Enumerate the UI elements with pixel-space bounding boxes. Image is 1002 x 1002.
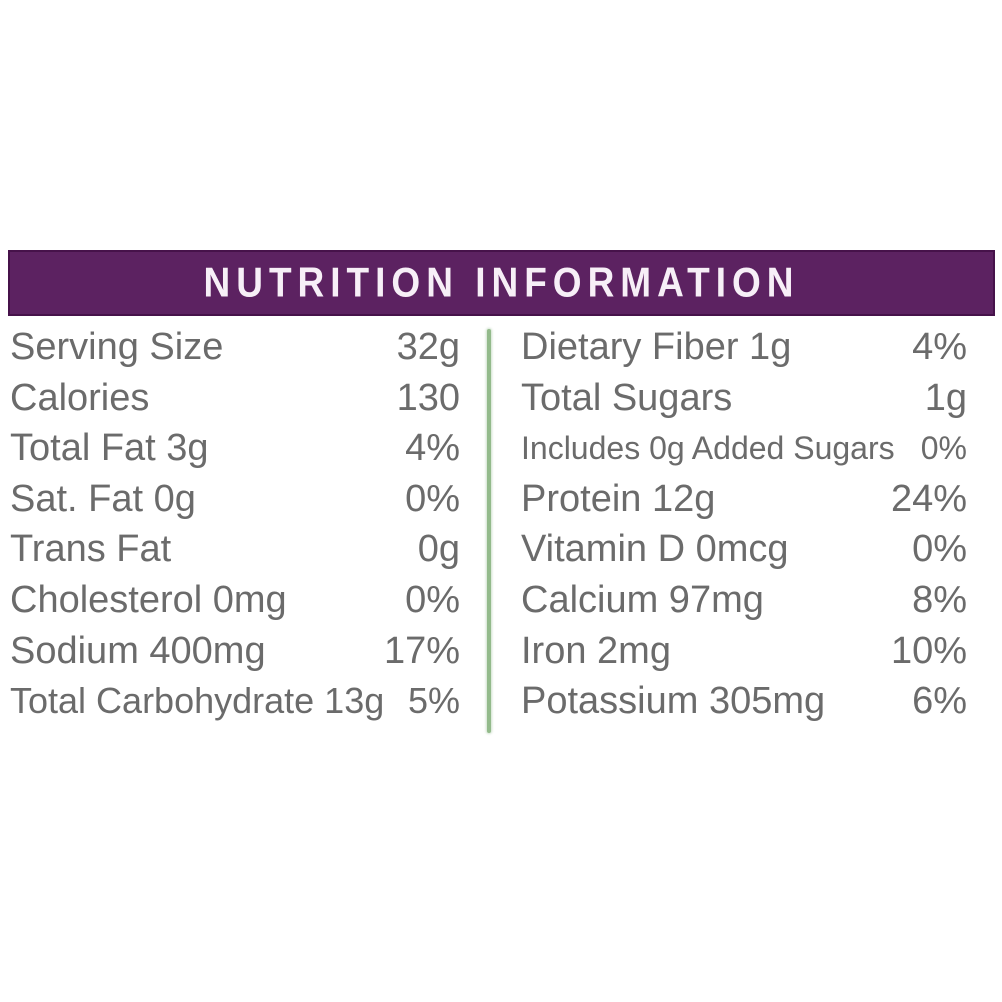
nutrient-value: 6% (912, 680, 967, 723)
nutrient-label: Cholesterol 0mg (10, 578, 287, 621)
nutrient-value: 4% (405, 427, 460, 470)
nutrition-row: Serving Size 32g (10, 322, 460, 373)
nutrition-header-title: NUTRITION INFORMATION (203, 259, 800, 306)
nutrition-row: Sat. Fat 0g 0% (10, 474, 460, 525)
nutrient-label: Potassium 305mg (521, 680, 826, 723)
nutrient-label: Vitamin D 0mcg (521, 528, 789, 571)
nutrition-row: Total Sugars 1g (521, 373, 967, 424)
nutrient-value: 0g (417, 528, 460, 571)
nutrient-value: 130 (396, 376, 460, 419)
nutrient-value: 17% (383, 629, 460, 672)
nutrient-value: 1g (924, 376, 967, 419)
nutrient-label: Total Sugars (521, 376, 733, 419)
nutrient-value: 0% (920, 430, 967, 467)
nutrition-row: Calories 130 (10, 373, 460, 424)
nutrition-row: Trans Fat 0g (10, 524, 460, 575)
nutrient-label: Includes 0g Added Sugars (521, 430, 895, 467)
nutrient-label: Trans Fat (10, 528, 172, 571)
nutrient-label: Iron 2mg (521, 629, 671, 672)
nutrition-row: Potassium 305mg 6% (521, 676, 967, 727)
nutrient-value: 24% (890, 477, 967, 520)
nutrient-label: Dietary Fiber 1g (521, 326, 792, 368)
nutrient-value: 5% (407, 680, 460, 722)
nutrient-value: 10% (890, 629, 967, 672)
nutrient-label: Sat. Fat 0g (10, 477, 196, 520)
nutrition-row: Protein 12g 24% (521, 474, 967, 525)
nutrition-header-bar: NUTRITION INFORMATION (8, 250, 995, 316)
column-divider-line (487, 329, 491, 733)
nutrient-value: 8% (912, 578, 967, 621)
nutrient-label: Sodium 400mg (10, 629, 266, 672)
nutrition-row: Cholesterol 0mg 0% (10, 575, 460, 626)
nutrition-column-left: Serving Size 32g Calories 130 Total Fat 3g 4%… (10, 322, 460, 727)
nutrient-label: Calcium 97mg (521, 578, 764, 621)
nutrition-row: Total Fat 3g 4% (10, 423, 460, 474)
nutrition-row: Iron 2mg 10% (521, 626, 967, 677)
nutrition-row: Calcium 97mg 8% (521, 575, 967, 626)
nutrient-value: 0% (405, 578, 460, 621)
nutrient-value: 32g (396, 326, 460, 368)
nutrition-row: Dietary Fiber 1g 4% (521, 322, 967, 373)
nutrition-column-right: Dietary Fiber 1g 4% Total Sugars 1g Includes… (521, 322, 967, 727)
nutrient-label: Protein 12g (521, 477, 716, 520)
nutrient-value: 4% (912, 326, 967, 368)
nutrient-label: Serving Size (10, 326, 224, 368)
nutrient-label: Total Carbohydrate 13g (10, 680, 385, 722)
nutrient-label: Calories (10, 376, 150, 419)
nutrition-row: Includes 0g Added Sugars 0% (521, 423, 967, 474)
nutrient-label: Total Fat 3g (10, 427, 209, 470)
nutrition-row: Sodium 400mg 17% (10, 626, 460, 677)
nutrition-row: Total Carbohydrate 13g 5% (10, 676, 460, 727)
nutrition-row: Vitamin D 0mcg 0% (521, 524, 967, 575)
nutrient-value: 0% (912, 528, 967, 571)
nutrient-value: 0% (405, 477, 460, 520)
